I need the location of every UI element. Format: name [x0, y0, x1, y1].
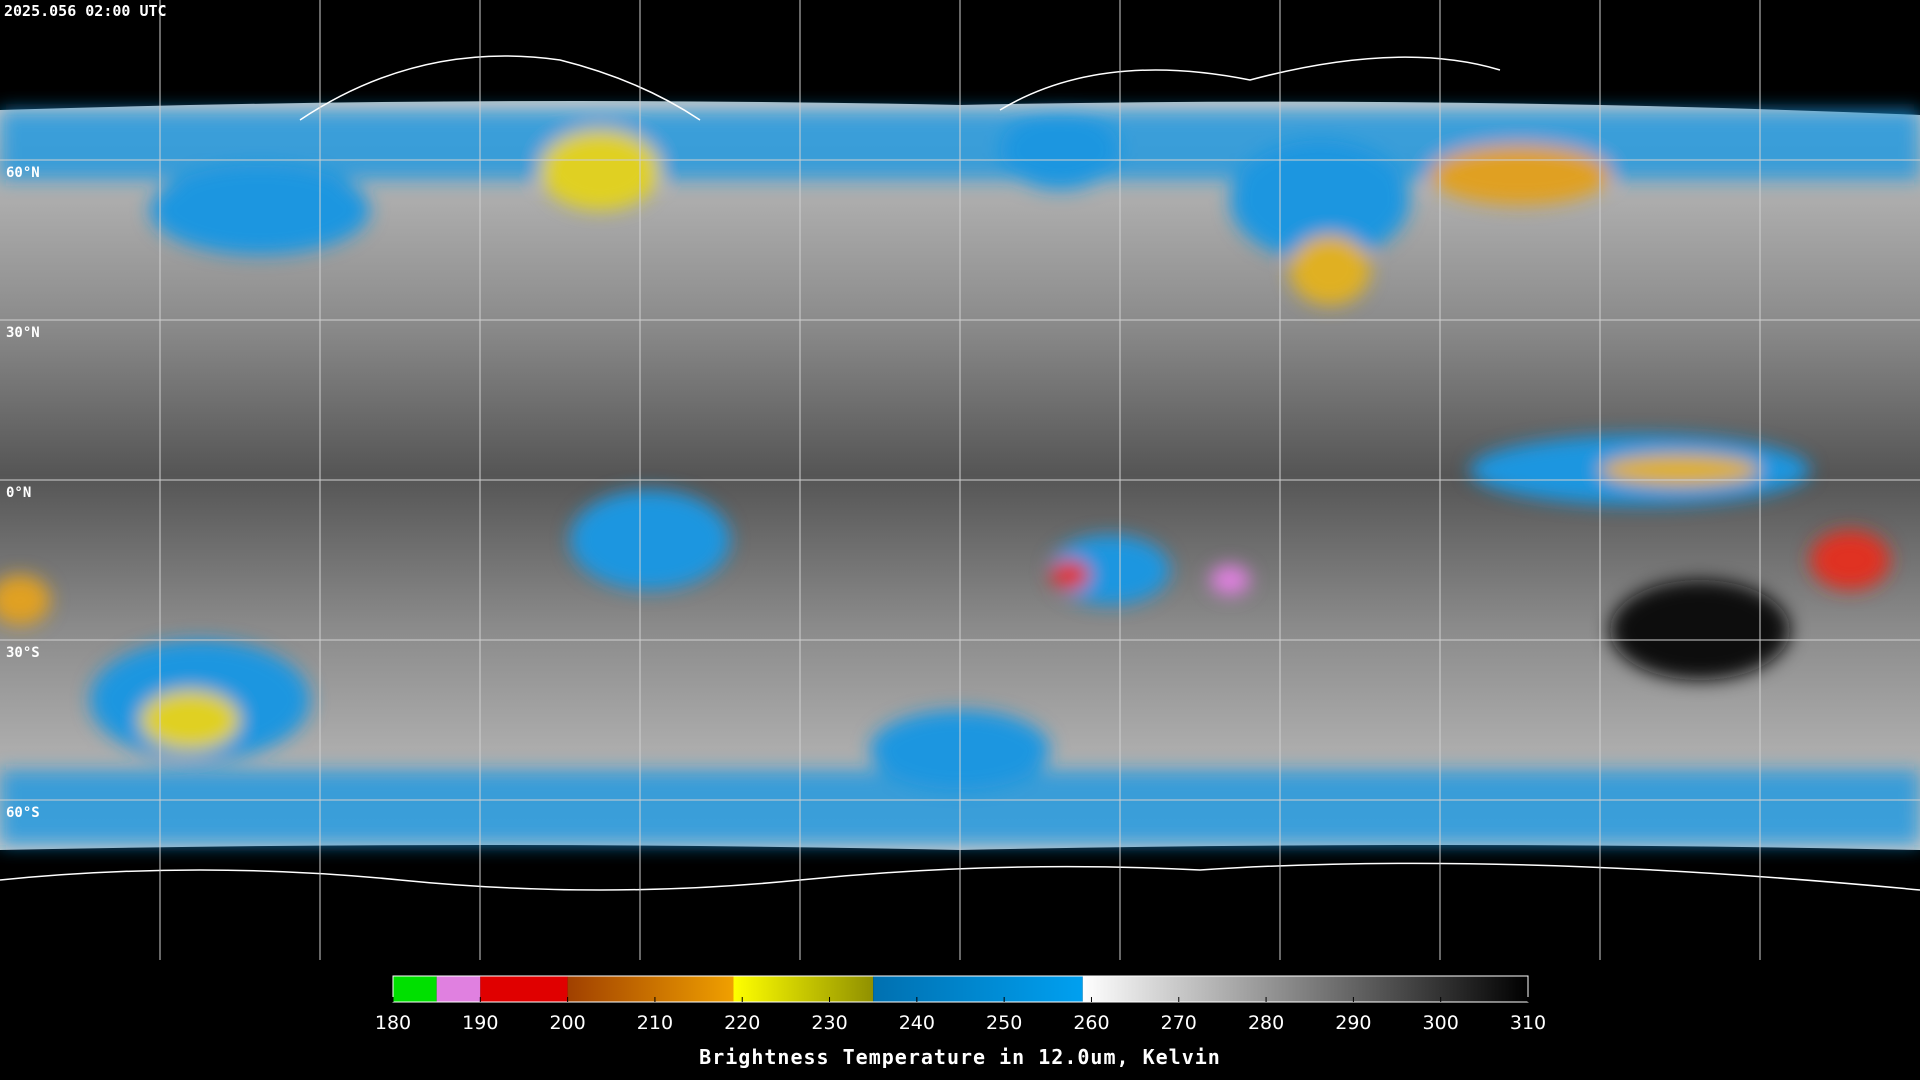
colorbar-segment [436, 976, 481, 1002]
colorbar-tick-label: 270 [1161, 1012, 1197, 1034]
colorbar-tick-label: 280 [1248, 1012, 1284, 1034]
colorbar-tick-label: 190 [462, 1012, 498, 1034]
colorbar-segment [733, 976, 874, 1002]
colorbar-frame [392, 975, 1529, 1003]
colorbar-tick-label: 230 [811, 1012, 847, 1034]
colorbar-segment [1082, 976, 1528, 1002]
colorbar-tick-label: 240 [899, 1012, 935, 1034]
latitude-label: 60°N [6, 165, 40, 181]
graticule: 60°N 30°N 0°N 30°S 60°S [0, 0, 1920, 960]
latitude-label: 0°N [6, 485, 31, 501]
colorbar-segment [480, 976, 568, 1002]
coastline [0, 55, 1920, 891]
colorbar-tick-label: 250 [986, 1012, 1022, 1034]
colorbar-tick-label: 200 [549, 1012, 585, 1034]
colorbar-tick-label: 310 [1510, 1012, 1546, 1034]
colorbar-tick-label: 300 [1423, 1012, 1459, 1034]
timestamp: 2025.056 02:00 UTC [4, 2, 167, 20]
colorbar-segment [873, 976, 1083, 1002]
colorbar-segment [393, 976, 437, 1002]
colorbar-segment [567, 976, 734, 1002]
colorbar: 180 190 200 210 220 230 240 250 260 270 280 290 300 3… [375, 975, 1546, 1034]
latitude-label: 60°S [6, 805, 40, 821]
colorbar-title: Brightness Temperature in 12.0um, Kelvin [699, 1045, 1221, 1069]
latitude-label: 30°N [6, 325, 40, 341]
colorbar-tick-label: 210 [637, 1012, 673, 1034]
colorbar-tick-label: 180 [375, 1012, 411, 1034]
latitude-label: 30°S [6, 645, 40, 661]
colorbar-tick-label: 290 [1335, 1012, 1371, 1034]
colorbar-tick-label: 260 [1073, 1012, 1109, 1034]
colorbar-tick-label: 220 [724, 1012, 760, 1034]
